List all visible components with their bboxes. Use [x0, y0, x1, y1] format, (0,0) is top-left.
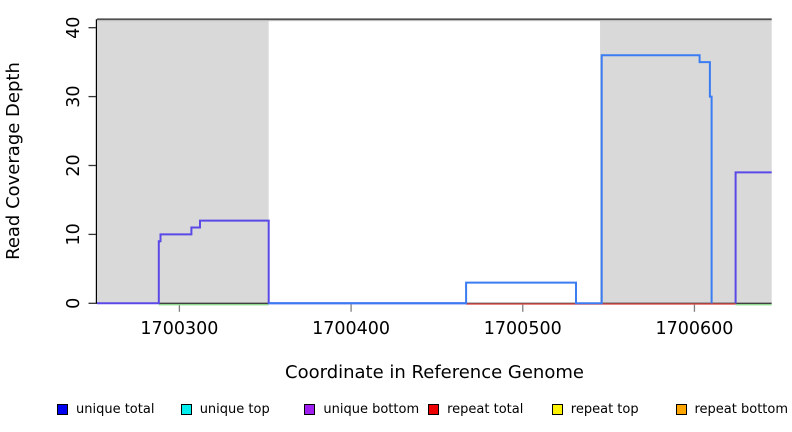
x-axis-label: Coordinate in Reference Genome — [285, 362, 584, 383]
legend-item-unique-total: unique total — [57, 400, 154, 418]
series-unique-total — [268, 54, 713, 305]
legend-swatch-icon — [675, 403, 687, 415]
y-tick-label: 40 — [64, 17, 84, 39]
legend-swatch-icon — [428, 403, 440, 415]
legend-swatch-icon — [551, 403, 563, 415]
legend-label: unique top — [199, 401, 270, 417]
legend-label: unique total — [76, 401, 155, 417]
legend-label: repeat total — [447, 401, 524, 417]
legend-swatch-icon — [304, 403, 316, 415]
shaded-region — [600, 20, 772, 304]
legend-item-repeat-total: repeat total — [428, 400, 523, 418]
series-unique-bottom — [734, 171, 772, 304]
legend-swatch-icon — [180, 403, 192, 415]
legend: unique total unique top unique bottom repea… — [0, 400, 792, 426]
legend-item-unique-bottom: unique bottom — [304, 400, 419, 418]
x-tick-label: 1700400 — [312, 319, 390, 339]
x-tick-label: 1700600 — [655, 319, 733, 339]
series-unique-bottom — [97, 219, 467, 305]
legend-item-unique-top: unique top — [180, 400, 270, 418]
legend-swatch-icon — [57, 403, 68, 415]
legend-label: unique bottom — [323, 401, 420, 417]
legend-label: repeat top — [570, 401, 639, 417]
y-tick-label: 30 — [64, 85, 84, 107]
x-tick-label: 1700500 — [484, 319, 562, 339]
y-tick-label: 10 — [64, 223, 84, 245]
y-tick-label: 0 — [64, 298, 84, 309]
y-tick-label: 20 — [64, 154, 84, 176]
legend-item-repeat-bottom: repeat bottom — [675, 400, 789, 418]
legend-label: repeat bottom — [694, 401, 789, 417]
x-tick-label: 1700300 — [140, 319, 218, 339]
shaded-region — [97, 20, 269, 304]
legend-item-repeat-top: repeat top — [551, 400, 639, 418]
